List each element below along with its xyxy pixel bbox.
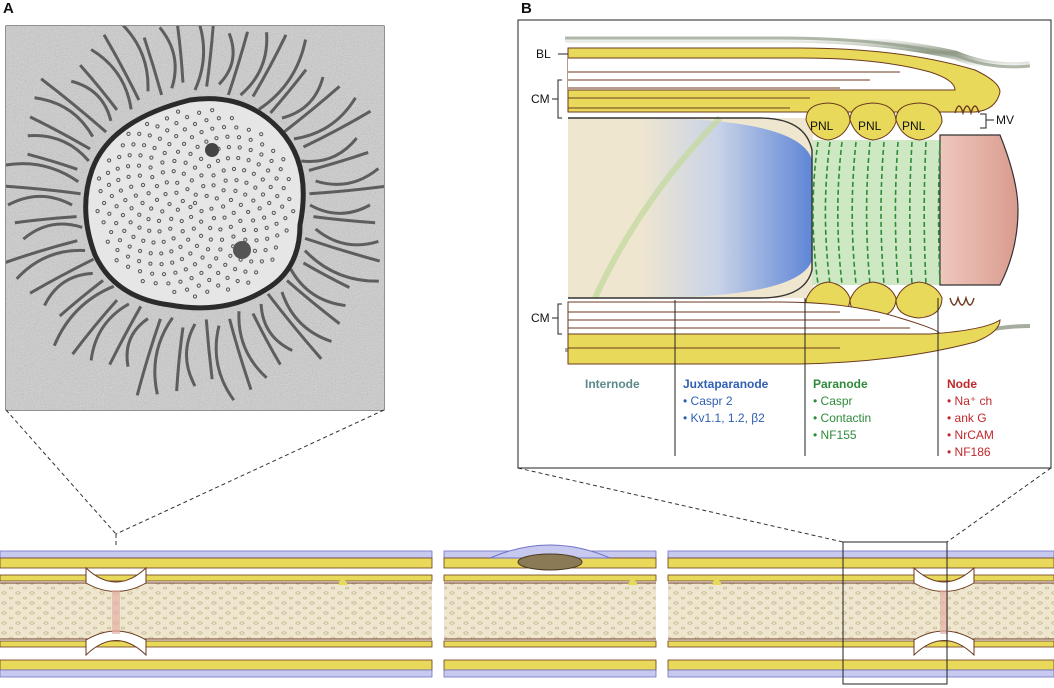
pnl-label: PNL [902, 119, 926, 133]
cm-top-label: CM [531, 92, 550, 106]
region-item: • Caspr [813, 394, 853, 408]
region-item: • Na⁺ ch [947, 394, 992, 408]
nerve-fiber-overview [0, 541, 1054, 686]
panel-a-letter: A [3, 0, 14, 17]
region-item: • Contactin [813, 411, 871, 425]
bl-label: BL [536, 47, 551, 61]
region-item: • Kv1.1, 1.2, β2 [683, 411, 765, 425]
panel-b-letter: B [521, 0, 532, 17]
region-item: • NF155 [813, 428, 857, 442]
region-item: • ank G [947, 411, 987, 425]
zoom-box [842, 541, 948, 685]
mv-label: MV [996, 113, 1014, 127]
region-title: Node [947, 377, 977, 391]
cm-bottom-label: CM [531, 311, 550, 325]
region-title: Internode [585, 377, 640, 391]
region-item: • NF186 [947, 445, 991, 459]
region-title: Juxtaparanode [683, 377, 769, 391]
region-item: • NrCAM [947, 428, 994, 442]
pnl-label: PNL [810, 119, 834, 133]
region-title: Paranode [813, 377, 868, 391]
node-schematic-panel-b: BL CM CM MV PNL PNL PNL Internode Juxtapa… [517, 19, 1052, 469]
region-item: • Caspr 2 [683, 394, 733, 408]
pnl-label: PNL [858, 119, 882, 133]
micrograph-panel-a [5, 25, 385, 411]
